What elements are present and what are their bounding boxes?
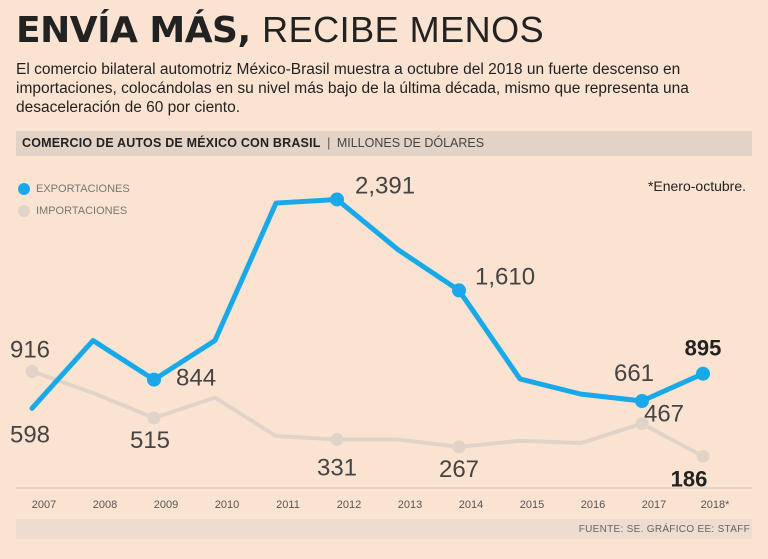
imports-data-label: 515 (130, 427, 170, 454)
legend-exports-dot-icon (18, 183, 30, 195)
exports-data-label: 895 (685, 336, 722, 361)
subhead: COMERCIO DE AUTOS DE MÉXICO CON BRASIL |… (22, 136, 484, 150)
x-tick-label: 2018* (701, 499, 730, 511)
exports-point (696, 366, 710, 381)
imports-data-label: 916 (10, 336, 50, 363)
legend-item-exports: EXPORTACIONES (18, 178, 130, 200)
imports-point (147, 411, 161, 425)
chart-title: COMERCIO DE AUTOS DE MÉXICO CON BRASIL (22, 136, 321, 150)
x-tick-label: 2010 (215, 499, 239, 511)
exports-point (147, 372, 161, 387)
chart-unit: MILLONES DE DÓLARES (336, 136, 485, 150)
imports-point (696, 449, 710, 463)
x-tick-label: 2015 (520, 499, 544, 511)
x-tick-label: 2008 (93, 499, 117, 511)
legend: EXPORTACIONES IMPORTACIONES (18, 178, 130, 222)
intro-text: El comercio bilateral automotriz México-… (16, 61, 689, 116)
legend-imports-dot-icon (18, 205, 30, 217)
imports-data-label: 467 (644, 401, 684, 428)
source-text: FUENTE: SE. GRÁFICO EE: STAFF (578, 524, 750, 535)
imports-point (330, 432, 344, 446)
x-tick-label: 2011 (276, 499, 300, 511)
imports-point (25, 364, 39, 378)
imports-data-label: 186 (671, 466, 708, 491)
exports-data-label: 598 (10, 421, 50, 448)
x-tick-label: 2012 (337, 499, 361, 511)
x-tick-label: 2016 (581, 499, 605, 511)
x-tick-label: 2007 (32, 499, 56, 511)
exports-data-label: 661 (614, 360, 654, 387)
note-text: *Enero-octubre. (647, 178, 746, 194)
footer-bar (16, 519, 752, 539)
imports-data-label: 331 (317, 454, 357, 481)
x-tick-label: 2009 (154, 499, 178, 511)
exports-data-label: 1,610 (475, 263, 535, 290)
legend-exports-label: EXPORTACIONES (36, 183, 130, 195)
x-tick-label: 2014 (459, 499, 483, 511)
x-tick-label: 2013 (398, 499, 422, 511)
exports-point (635, 393, 649, 408)
subhead-bar: COMERCIO DE AUTOS DE MÉXICO CON BRASIL |… (16, 131, 752, 156)
exports-point (330, 192, 344, 207)
exports-data-label: 2,391 (355, 172, 415, 199)
headline: ENVÍA MÁS, RECIBE MENOS (16, 8, 544, 53)
exports-line (29, 196, 706, 411)
headline-light: RECIBE MENOS (262, 9, 545, 50)
legend-imports-label: IMPORTACIONES (36, 205, 128, 217)
x-tick-label: 2017 (642, 499, 666, 511)
imports-line (31, 369, 704, 459)
exports-point (452, 283, 466, 298)
imports-point (635, 417, 649, 431)
subhead-separator: | (327, 136, 331, 150)
imports-data-label: 267 (439, 456, 479, 483)
legend-item-imports: IMPORTACIONES (18, 200, 130, 222)
exports-data-label: 844 (176, 365, 216, 392)
imports-point (452, 440, 466, 454)
headline-bold: ENVÍA MÁS, (16, 10, 251, 51)
